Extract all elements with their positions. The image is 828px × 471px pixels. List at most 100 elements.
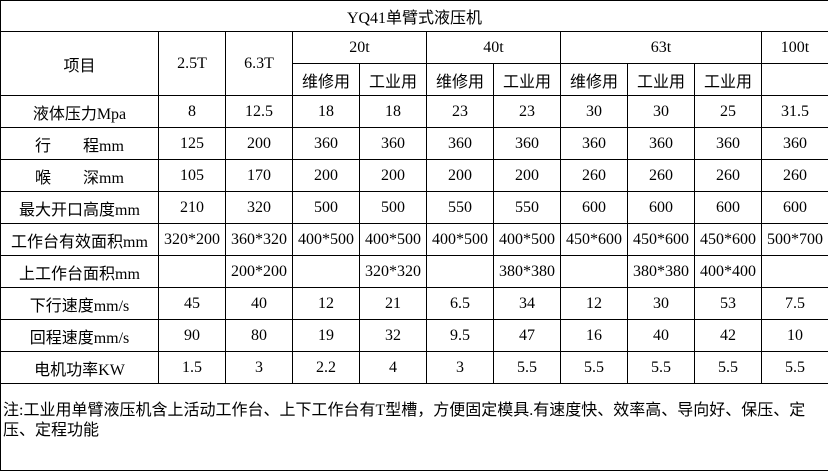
- value-cell: 105: [159, 160, 226, 192]
- value-cell: 320*200: [159, 224, 226, 256]
- value-cell: 5.5: [762, 352, 828, 384]
- value-cell: 360: [762, 128, 828, 160]
- value-cell: 360: [427, 128, 494, 160]
- value-cell: 3: [427, 352, 494, 384]
- header-group-63t: 63t: [561, 32, 762, 64]
- value-cell: 600: [695, 192, 762, 224]
- value-cell: 260: [695, 160, 762, 192]
- table-note: 注:工业用单臂液压机含上活动工作台、上下工作台有T型槽，方便固定模具.有速度快、…: [1, 384, 828, 471]
- row-label: 喉 深mm: [1, 160, 159, 192]
- header-group-100t: 100t: [762, 32, 828, 64]
- value-cell: 80: [226, 320, 293, 352]
- value-cell: 200: [226, 128, 293, 160]
- value-cell: 380*380: [628, 256, 695, 288]
- value-cell: 12: [293, 288, 360, 320]
- value-cell: 3: [226, 352, 293, 384]
- value-cell: 40: [226, 288, 293, 320]
- value-cell: 450*600: [695, 224, 762, 256]
- value-cell: 12: [561, 288, 628, 320]
- value-cell: [561, 256, 628, 288]
- value-cell: 400*500: [427, 224, 494, 256]
- row-label: 最大开口高度mm: [1, 192, 159, 224]
- value-cell: 25: [695, 96, 762, 128]
- row-label: 上工作台面积mm: [1, 256, 159, 288]
- value-cell: 18: [293, 96, 360, 128]
- subheader-cell-empty: [762, 64, 828, 96]
- row-label: 行 程mm: [1, 128, 159, 160]
- value-cell: 53: [695, 288, 762, 320]
- value-cell: [159, 256, 226, 288]
- value-cell: 5.5: [695, 352, 762, 384]
- value-cell: 500: [360, 192, 427, 224]
- value-cell: 30: [628, 288, 695, 320]
- value-cell: 200*200: [226, 256, 293, 288]
- title-row: YQ41单臂式液压机: [1, 1, 828, 32]
- value-cell: 600: [628, 192, 695, 224]
- value-cell: 45: [159, 288, 226, 320]
- value-cell: 19: [293, 320, 360, 352]
- header-item: 项目: [1, 32, 159, 96]
- value-cell: 260: [628, 160, 695, 192]
- value-cell: 4: [360, 352, 427, 384]
- row-label: 下行速度mm/s: [1, 288, 159, 320]
- value-cell: 32: [360, 320, 427, 352]
- value-cell: 170: [226, 160, 293, 192]
- value-cell: 360*320: [226, 224, 293, 256]
- value-cell: 320*320: [360, 256, 427, 288]
- value-cell: 600: [762, 192, 828, 224]
- value-cell: 260: [561, 160, 628, 192]
- value-cell: 5.5: [561, 352, 628, 384]
- row-label: 电机功率KW: [1, 352, 159, 384]
- subheader-cell: 维修用: [561, 64, 628, 96]
- value-cell: 360: [628, 128, 695, 160]
- value-cell: 500: [293, 192, 360, 224]
- value-cell: 40: [628, 320, 695, 352]
- table-title: YQ41单臂式液压机: [1, 1, 828, 32]
- value-cell: 8: [159, 96, 226, 128]
- value-cell: 200: [427, 160, 494, 192]
- value-cell: 210: [159, 192, 226, 224]
- note-row: 注:工业用单臂液压机含上活动工作台、上下工作台有T型槽，方便固定模具.有速度快、…: [1, 384, 828, 471]
- subheader-cell: 工业用: [360, 64, 427, 96]
- value-cell: 125: [159, 128, 226, 160]
- value-cell: 320: [226, 192, 293, 224]
- value-cell: 360: [360, 128, 427, 160]
- value-cell: 360: [561, 128, 628, 160]
- value-cell: 380*380: [494, 256, 561, 288]
- value-cell: 5.5: [494, 352, 561, 384]
- value-cell: 260: [762, 160, 828, 192]
- value-cell: 21: [360, 288, 427, 320]
- subheader-cell: 维修用: [293, 64, 360, 96]
- value-cell: 200: [293, 160, 360, 192]
- value-cell: 550: [427, 192, 494, 224]
- value-cell: 360: [293, 128, 360, 160]
- value-cell: [762, 256, 828, 288]
- value-cell: [427, 256, 494, 288]
- value-cell: 600: [561, 192, 628, 224]
- header-group-40t: 40t: [427, 32, 561, 64]
- value-cell: 400*500: [360, 224, 427, 256]
- value-cell: 450*600: [628, 224, 695, 256]
- value-cell: 23: [427, 96, 494, 128]
- value-cell: 9.5: [427, 320, 494, 352]
- value-cell: 450*600: [561, 224, 628, 256]
- header-group-6-3t: 6.3T: [226, 32, 293, 96]
- value-cell: 47: [494, 320, 561, 352]
- value-cell: 550: [494, 192, 561, 224]
- value-cell: 360: [494, 128, 561, 160]
- row-label: 工作台有效面积mm: [1, 224, 159, 256]
- value-cell: 5.5: [628, 352, 695, 384]
- subheader-cell: 工业用: [494, 64, 561, 96]
- subheader-cell: 维修用: [427, 64, 494, 96]
